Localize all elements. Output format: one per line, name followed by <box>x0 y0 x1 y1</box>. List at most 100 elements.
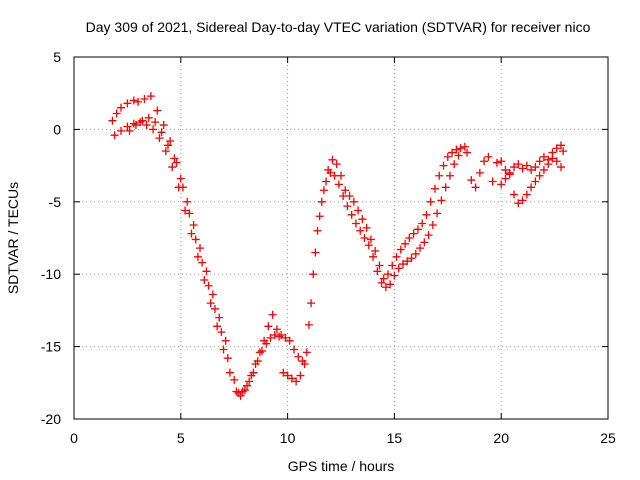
data-point <box>362 223 371 232</box>
data-point <box>428 220 437 229</box>
data-point <box>151 118 160 127</box>
data-point <box>315 212 324 221</box>
data-point <box>334 180 343 189</box>
data-point <box>304 320 313 329</box>
data-point <box>210 304 219 313</box>
data-point <box>492 158 501 167</box>
data-point <box>157 128 166 137</box>
data-point <box>163 141 172 150</box>
data-point <box>257 346 266 355</box>
data-point <box>484 152 493 161</box>
data-point <box>311 248 320 257</box>
data-point <box>435 171 444 180</box>
data-point <box>185 209 194 218</box>
data-point <box>134 97 143 106</box>
data-point <box>236 391 245 400</box>
data-point <box>497 157 506 166</box>
data-point <box>213 322 222 331</box>
data-point <box>480 157 489 166</box>
data-point <box>433 209 442 218</box>
data-point <box>123 99 132 108</box>
data-point <box>448 148 457 157</box>
data-point <box>153 106 162 115</box>
data-point <box>552 157 561 166</box>
data-point <box>170 154 179 163</box>
data-point <box>369 252 378 261</box>
data-point <box>219 345 228 354</box>
data-point <box>443 152 452 161</box>
data-point <box>422 210 431 219</box>
data-point <box>292 377 301 386</box>
data-point <box>266 333 275 342</box>
y-tick-label: 0 <box>53 121 61 137</box>
data-point <box>539 165 548 174</box>
x-tick-label: 0 <box>70 430 78 446</box>
data-point <box>377 278 386 287</box>
data-point <box>330 171 339 180</box>
data-point <box>302 348 311 357</box>
data-point <box>307 299 316 308</box>
data-point <box>467 176 476 185</box>
y-tick-label: 5 <box>53 49 61 65</box>
data-point <box>475 168 484 177</box>
data-point <box>328 155 337 164</box>
data-point <box>240 386 249 395</box>
data-point <box>539 152 548 161</box>
data-point <box>501 165 510 174</box>
data-point <box>279 368 288 377</box>
data-point <box>409 229 418 238</box>
data-point <box>172 158 181 167</box>
data-point <box>401 239 410 248</box>
data-point <box>518 164 527 173</box>
data-point <box>193 252 202 261</box>
data-point <box>232 387 241 396</box>
data-point <box>527 183 536 192</box>
data-point <box>358 215 367 224</box>
data-point <box>535 171 544 180</box>
data-point <box>223 354 232 363</box>
data-point <box>488 177 497 186</box>
data-point <box>191 235 200 244</box>
data-point <box>535 157 544 166</box>
data-point <box>300 359 309 368</box>
data-point <box>146 92 155 101</box>
data-point <box>411 249 420 258</box>
y-tick-label: -20 <box>41 411 61 427</box>
data-point <box>144 113 153 122</box>
data-point <box>437 196 446 205</box>
series-track-e <box>497 170 544 208</box>
data-point <box>168 163 177 172</box>
data-point <box>275 332 284 341</box>
data-point <box>407 254 416 263</box>
x-tick-label: 5 <box>177 430 185 446</box>
data-point <box>445 171 454 180</box>
data-point <box>398 260 407 269</box>
data-point <box>187 229 196 238</box>
data-point <box>439 161 448 170</box>
data-point <box>430 184 439 193</box>
chart-title: Day 309 of 2021, Sidereal Day-to-day VTE… <box>86 19 591 35</box>
data-point <box>424 231 433 240</box>
data-point <box>531 177 540 186</box>
data-point <box>379 274 388 283</box>
data-point <box>460 142 469 151</box>
data-point <box>110 131 119 140</box>
data-point <box>501 174 510 183</box>
data-point <box>112 109 121 118</box>
data-point <box>396 245 405 254</box>
data-point <box>215 313 224 322</box>
axis-ticks: 0 5 10 15 20 25 -20 -15 -10 -5 0 5 <box>41 49 616 446</box>
x-tick-label: 10 <box>280 430 296 446</box>
data-point <box>548 154 557 163</box>
data-point <box>441 183 450 192</box>
data-point <box>322 177 331 186</box>
data-point <box>390 271 399 280</box>
data-point <box>189 220 198 229</box>
data-point <box>290 345 299 354</box>
data-point <box>559 147 568 156</box>
data-point <box>174 183 183 192</box>
y-tick-label: -10 <box>41 266 61 282</box>
data-point <box>403 257 412 266</box>
data-point <box>351 219 360 228</box>
